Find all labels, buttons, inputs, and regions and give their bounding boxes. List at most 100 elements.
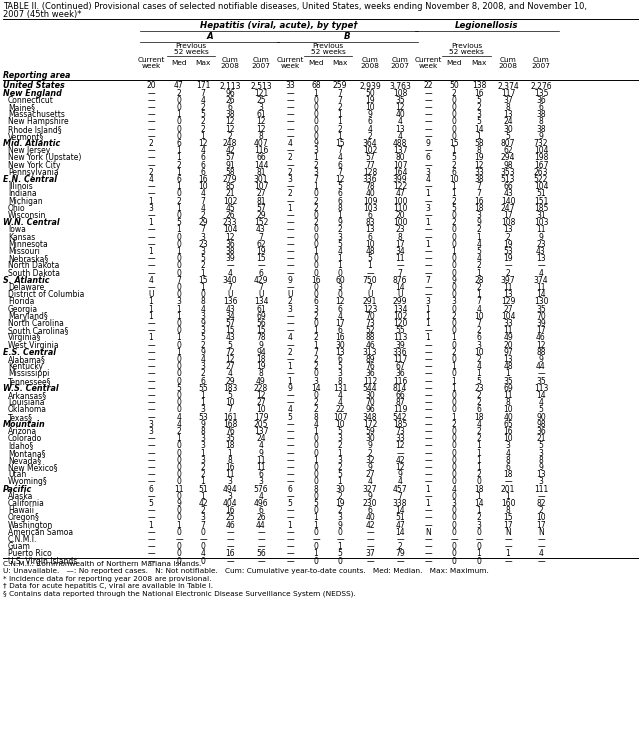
Text: 167: 167 xyxy=(534,161,548,170)
Text: 0: 0 xyxy=(451,117,456,126)
Text: Wyoming§: Wyoming§ xyxy=(8,477,47,486)
Text: 0: 0 xyxy=(451,463,456,472)
Text: —: — xyxy=(147,96,155,105)
Text: 0: 0 xyxy=(176,254,181,263)
Text: —: — xyxy=(424,449,432,458)
Text: 2: 2 xyxy=(313,196,319,205)
Text: 0: 0 xyxy=(313,542,319,551)
Text: 2: 2 xyxy=(397,542,403,551)
Text: 9: 9 xyxy=(338,521,342,530)
Text: 0: 0 xyxy=(176,391,181,400)
Text: 12: 12 xyxy=(256,125,266,134)
Text: 3: 3 xyxy=(426,204,431,213)
Text: 4: 4 xyxy=(288,139,292,148)
Text: 35: 35 xyxy=(225,434,235,443)
Text: —: — xyxy=(199,535,207,544)
Text: 25: 25 xyxy=(225,513,235,522)
Text: 51: 51 xyxy=(536,190,546,199)
Text: —: — xyxy=(147,326,155,335)
Text: Mountain: Mountain xyxy=(3,420,46,429)
Text: 104: 104 xyxy=(501,312,515,321)
Text: 59: 59 xyxy=(365,427,375,436)
Text: 1: 1 xyxy=(201,269,205,278)
Text: 1: 1 xyxy=(313,89,319,98)
Text: 129: 129 xyxy=(501,297,515,306)
Text: 56: 56 xyxy=(256,319,266,328)
Text: 0: 0 xyxy=(201,542,205,551)
Text: 7: 7 xyxy=(201,226,205,235)
Text: —: — xyxy=(286,341,294,350)
Text: —: — xyxy=(147,370,155,379)
Text: 81: 81 xyxy=(256,196,266,205)
Text: —: — xyxy=(424,376,432,385)
Text: Previous: Previous xyxy=(451,43,482,49)
Text: 1: 1 xyxy=(313,427,319,436)
Text: 134: 134 xyxy=(254,297,268,306)
Text: 37: 37 xyxy=(503,96,513,105)
Text: Cum: Cum xyxy=(222,57,238,63)
Text: —: — xyxy=(286,471,294,480)
Text: 0: 0 xyxy=(338,269,342,278)
Text: 2007: 2007 xyxy=(531,63,551,69)
Text: —: — xyxy=(424,196,432,205)
Text: —: — xyxy=(286,132,294,141)
Text: 7: 7 xyxy=(258,233,263,242)
Text: 338: 338 xyxy=(393,499,407,508)
Text: 8: 8 xyxy=(201,297,205,306)
Text: 0: 0 xyxy=(451,391,456,400)
Text: 1: 1 xyxy=(201,492,205,501)
Text: 15: 15 xyxy=(198,276,208,285)
Text: 2: 2 xyxy=(313,218,319,227)
Text: 78: 78 xyxy=(256,333,266,343)
Text: —: — xyxy=(286,247,294,256)
Text: Massachusetts: Massachusetts xyxy=(8,111,65,120)
Text: 42: 42 xyxy=(225,146,235,155)
Text: 12: 12 xyxy=(198,139,208,148)
Text: 1: 1 xyxy=(426,312,430,321)
Text: 0: 0 xyxy=(451,305,456,314)
Text: 0: 0 xyxy=(451,211,456,220)
Text: A: A xyxy=(206,32,213,41)
Text: 2: 2 xyxy=(313,398,319,407)
Text: —: — xyxy=(147,348,155,357)
Text: 1: 1 xyxy=(177,146,181,155)
Text: 8: 8 xyxy=(506,456,510,465)
Text: 1: 1 xyxy=(313,456,319,465)
Text: —: — xyxy=(286,103,294,112)
Text: 12: 12 xyxy=(537,341,545,350)
Text: —: — xyxy=(366,557,374,565)
Text: 107: 107 xyxy=(333,412,347,422)
Text: 0: 0 xyxy=(176,269,181,278)
Text: 113: 113 xyxy=(534,384,548,393)
Text: 1: 1 xyxy=(477,506,481,515)
Text: 1: 1 xyxy=(506,492,510,501)
Text: Med: Med xyxy=(308,60,324,66)
Text: 807: 807 xyxy=(501,139,515,148)
Text: 38: 38 xyxy=(225,247,235,256)
Text: 9: 9 xyxy=(313,139,319,148)
Text: —: — xyxy=(226,542,234,551)
Text: 0: 0 xyxy=(176,398,181,407)
Text: 5: 5 xyxy=(288,499,292,508)
Text: 2: 2 xyxy=(313,161,319,170)
Text: 29: 29 xyxy=(256,211,266,220)
Text: U: U xyxy=(287,291,293,300)
Text: —: — xyxy=(147,355,155,364)
Text: District of Columbia: District of Columbia xyxy=(8,291,85,300)
Text: 299: 299 xyxy=(393,297,407,306)
Text: week: week xyxy=(142,63,161,69)
Text: 2: 2 xyxy=(313,406,319,415)
Text: Delaware: Delaware xyxy=(8,283,44,292)
Text: 70: 70 xyxy=(365,398,375,407)
Text: 36: 36 xyxy=(395,370,405,379)
Text: 4: 4 xyxy=(426,175,431,184)
Text: 4: 4 xyxy=(476,240,481,249)
Text: 228: 228 xyxy=(254,384,268,393)
Text: 168: 168 xyxy=(223,420,237,429)
Text: —: — xyxy=(424,355,432,364)
Text: 16: 16 xyxy=(311,276,320,285)
Text: C.N.M.I.: C.N.M.I. xyxy=(8,535,37,544)
Text: 1: 1 xyxy=(313,247,319,256)
Text: 1: 1 xyxy=(149,218,153,227)
Text: —: — xyxy=(147,153,155,163)
